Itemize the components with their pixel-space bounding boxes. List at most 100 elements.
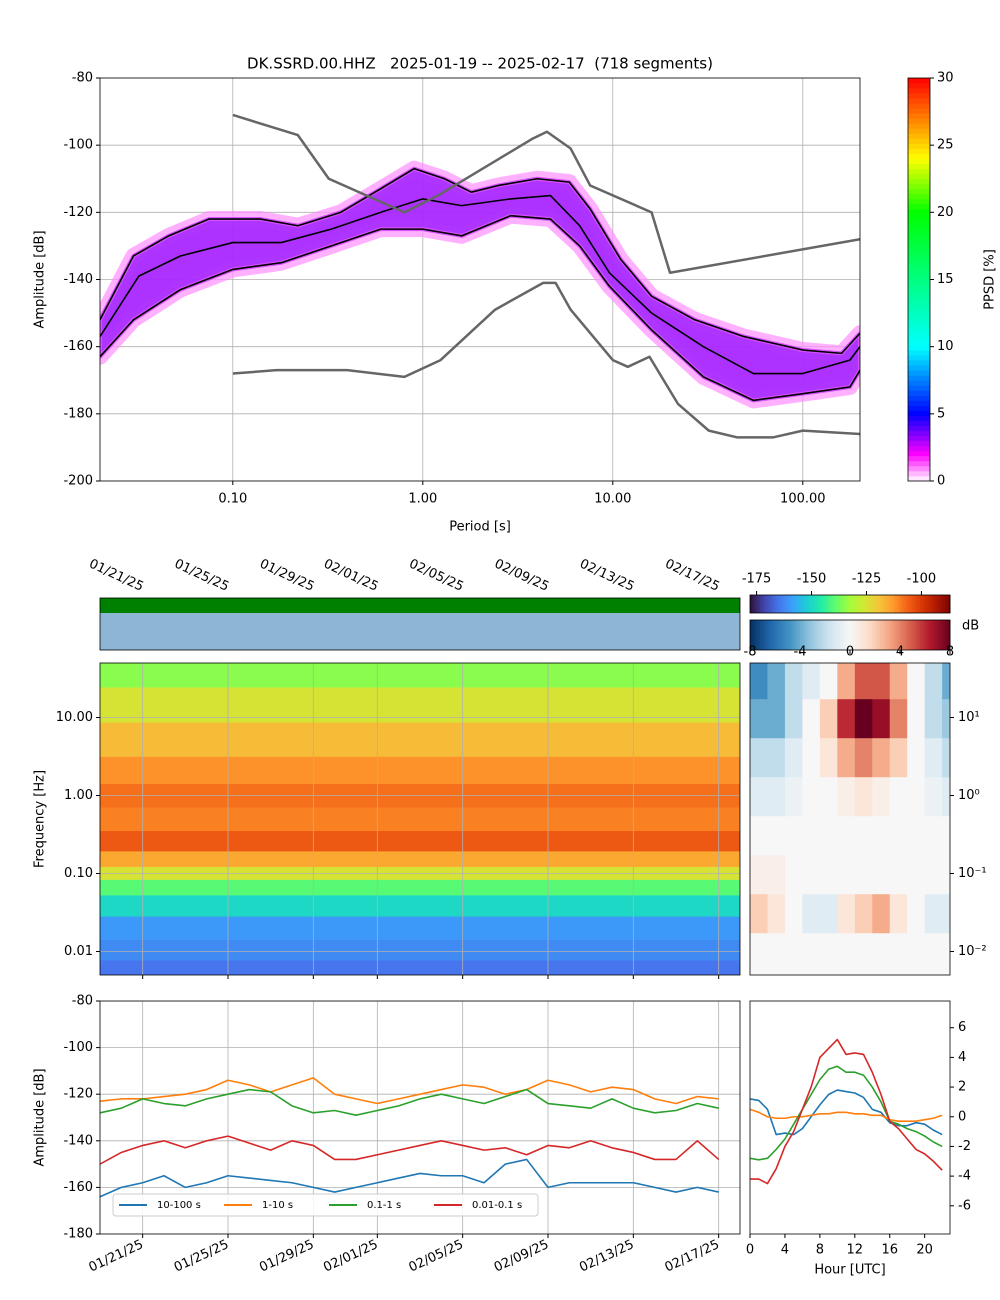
series-line bbox=[100, 1135, 720, 1165]
colorbar-step bbox=[917, 620, 921, 650]
colorbar-step bbox=[908, 329, 930, 336]
heat-cell bbox=[907, 932, 925, 975]
heat-cell bbox=[942, 932, 950, 975]
series-line bbox=[750, 1065, 943, 1161]
heat-cell bbox=[889, 698, 908, 739]
colorbar-step bbox=[908, 148, 930, 154]
colorbar-step bbox=[882, 620, 886, 650]
colorbar-step bbox=[908, 234, 930, 240]
colorbar-step bbox=[822, 595, 826, 613]
heat-cell bbox=[767, 737, 786, 778]
colorbar-step bbox=[910, 595, 913, 613]
heat-cell bbox=[889, 737, 908, 778]
plot-area bbox=[100, 663, 740, 975]
colorbar-step bbox=[775, 620, 778, 650]
axes-frame bbox=[99, 662, 741, 976]
colorbar-step bbox=[757, 620, 761, 650]
colorbar-step bbox=[857, 595, 861, 613]
heat-cell bbox=[819, 776, 838, 817]
colorbar-step bbox=[830, 595, 833, 613]
y-tick-label: -6 bbox=[958, 1198, 971, 1213]
colorbar-step bbox=[875, 620, 878, 650]
heat-cell bbox=[750, 815, 768, 856]
colorbar-step bbox=[902, 620, 906, 650]
colorbar-step bbox=[908, 229, 930, 235]
colorbar-step bbox=[882, 595, 886, 613]
colorbar-label: dB bbox=[962, 619, 979, 634]
colorbar-step bbox=[915, 595, 918, 613]
y-tick-label: -140 bbox=[63, 272, 93, 287]
colorbar-step bbox=[767, 620, 771, 650]
colorbar-step bbox=[750, 595, 753, 613]
colorbar-step bbox=[942, 620, 946, 650]
colorbar-tick-label: -150 bbox=[797, 572, 827, 587]
colorbar-step bbox=[842, 620, 846, 650]
heat-cell bbox=[854, 893, 873, 934]
colorbar-step bbox=[802, 595, 806, 613]
colorbar-step bbox=[890, 595, 893, 613]
plot-area bbox=[100, 1001, 740, 1234]
heat-cell bbox=[819, 854, 838, 895]
colorbar-step bbox=[775, 595, 778, 613]
x-axis-label: Hour [UTC] bbox=[814, 1263, 885, 1278]
colorbar-step bbox=[790, 595, 793, 613]
series-line bbox=[232, 113, 860, 275]
heat-cell bbox=[784, 854, 803, 895]
colorbar-step bbox=[765, 620, 768, 650]
heat-cell bbox=[802, 854, 821, 895]
colorbar-step bbox=[945, 620, 948, 650]
colorbar-step bbox=[935, 620, 938, 650]
colorbar-step bbox=[797, 620, 801, 650]
colorbar-step bbox=[752, 620, 756, 650]
y-tick-label: -100 bbox=[63, 138, 93, 153]
heat-cell bbox=[802, 737, 821, 778]
heat-cell bbox=[907, 663, 925, 700]
spectrogram-band bbox=[100, 916, 740, 941]
heat-cell bbox=[767, 893, 786, 934]
colorbar-step bbox=[908, 365, 930, 371]
colorbar-step bbox=[827, 595, 831, 613]
colorbar-step bbox=[908, 400, 930, 406]
heat-cell bbox=[767, 932, 786, 975]
colorbar-step bbox=[837, 595, 841, 613]
colorbar-step bbox=[908, 239, 930, 245]
colorbar-step bbox=[920, 620, 923, 650]
heat-cell bbox=[802, 663, 821, 700]
colorbar-step bbox=[908, 284, 930, 290]
colorbar-step bbox=[787, 620, 791, 650]
x-tick-label: 0.10 bbox=[218, 492, 247, 507]
y-tick-label: -120 bbox=[63, 1087, 93, 1102]
colorbar-step bbox=[832, 595, 836, 613]
axes-frame bbox=[749, 1000, 951, 1235]
heat-cell bbox=[889, 932, 908, 975]
colorbar-step bbox=[760, 595, 763, 613]
y-tick-label: 10⁰ bbox=[958, 788, 980, 803]
heat-cell bbox=[942, 698, 950, 739]
spectrogram-band bbox=[100, 960, 740, 975]
colorbar-step bbox=[772, 620, 776, 650]
colorbar-step bbox=[885, 595, 888, 613]
heat-cell bbox=[872, 815, 891, 856]
heat-cell bbox=[924, 932, 943, 975]
spectrogram-band bbox=[100, 807, 740, 832]
colorbar-tick-label: 0 bbox=[846, 645, 854, 660]
colorbar-step bbox=[908, 334, 930, 341]
colorbar-step bbox=[777, 620, 781, 650]
heat-cell bbox=[837, 776, 856, 817]
colorbar-step bbox=[908, 470, 930, 477]
heat-cell bbox=[924, 698, 943, 739]
colorbar-step bbox=[908, 294, 930, 301]
gap-bar bbox=[100, 613, 740, 650]
colorbar-step bbox=[908, 193, 930, 200]
colorbar-step bbox=[908, 344, 930, 351]
colorbar-step bbox=[785, 595, 788, 613]
colorbar-step bbox=[892, 595, 896, 613]
colorbar-step bbox=[780, 620, 783, 650]
legend-label: 0.01-0.1 s bbox=[472, 1200, 522, 1211]
colorbar-step bbox=[907, 595, 911, 613]
colorbar-step bbox=[852, 595, 856, 613]
colorbar-step bbox=[880, 595, 883, 613]
colorbar-step bbox=[842, 595, 846, 613]
colorbar-step bbox=[785, 620, 788, 650]
